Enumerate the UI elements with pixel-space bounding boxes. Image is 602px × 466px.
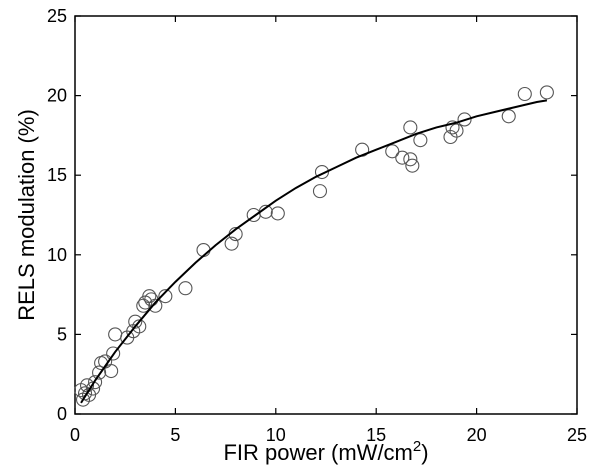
data-point xyxy=(445,120,460,135)
data-point xyxy=(517,86,532,102)
data-point xyxy=(385,144,400,159)
data-point xyxy=(158,289,173,304)
data-point xyxy=(92,365,107,380)
data-point xyxy=(88,375,103,390)
data-point xyxy=(106,346,121,361)
y-tick-label: 25 xyxy=(47,6,67,26)
y-axis-label: RELS modulation (%) xyxy=(14,109,39,321)
x-tick-label: 25 xyxy=(567,425,587,445)
y-tick-label: 15 xyxy=(47,165,67,185)
fit-curve xyxy=(80,99,548,404)
data-point xyxy=(312,184,328,199)
data-point xyxy=(148,298,163,313)
x-tick-label: 0 xyxy=(70,425,80,445)
data-markers xyxy=(73,85,554,407)
axis-ticks: 0 5 10 15 20 25 0 5 10 15 20 25 xyxy=(47,6,587,445)
x-tick-label: 15 xyxy=(366,425,386,445)
data-point xyxy=(403,152,418,167)
x-tick-label: 5 xyxy=(170,425,180,445)
data-point xyxy=(449,123,464,138)
data-point xyxy=(178,281,193,296)
data-point xyxy=(403,120,418,135)
data-point xyxy=(104,363,119,379)
data-point xyxy=(395,150,410,165)
data-point xyxy=(457,112,472,127)
data-point xyxy=(501,109,516,124)
x-tick-label: 20 xyxy=(467,425,487,445)
data-point xyxy=(405,158,420,173)
data-point xyxy=(539,85,554,100)
y-tick-label: 10 xyxy=(47,245,67,265)
y-tick-label: 0 xyxy=(57,404,67,424)
plot-frame xyxy=(74,15,578,415)
x-tick-label: 10 xyxy=(266,425,286,445)
data-point xyxy=(314,164,330,180)
data-point xyxy=(128,314,143,329)
x-axis-label-superscript: 2 xyxy=(413,438,421,455)
data-point xyxy=(108,327,123,342)
y-tick-label: 5 xyxy=(57,324,67,344)
data-point xyxy=(224,236,239,251)
data-point xyxy=(132,319,147,334)
x-axis-label-text: FIR power (mW/cm xyxy=(223,440,412,465)
data-point xyxy=(270,206,285,221)
y-tick-label: 20 xyxy=(47,86,67,106)
data-point xyxy=(413,133,428,148)
x-axis-label: FIR power (mW/cm2) xyxy=(223,438,428,465)
x-axis-label-suffix: ) xyxy=(421,440,428,465)
